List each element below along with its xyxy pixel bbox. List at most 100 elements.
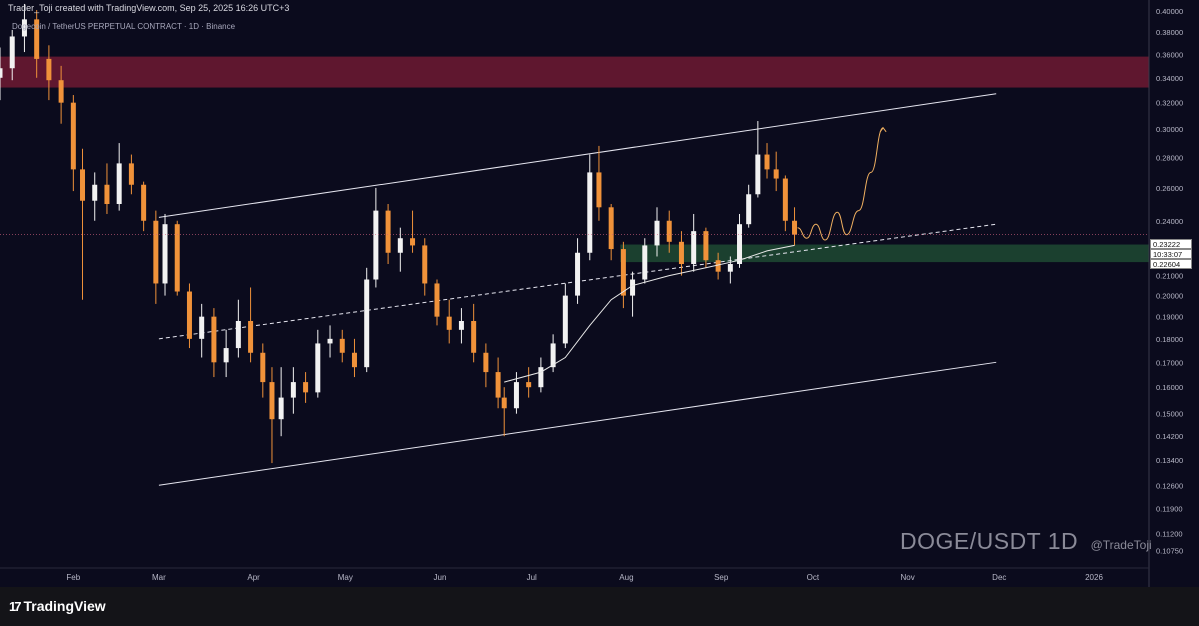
candle-body-12 [141, 184, 147, 221]
y-tick-label: 0.30000 [1156, 125, 1183, 134]
candle-body-67 [773, 169, 779, 179]
candle-body-25 [290, 382, 296, 398]
chart-watermark: DOGE/USDT 1D @TradeToji [900, 528, 1152, 555]
y-tick-label: 0.28000 [1156, 154, 1183, 163]
y-tick-label: 0.19000 [1156, 313, 1183, 322]
symbol-description[interactable]: Dogecoin / TetherUS PERPETUAL CONTRACT ·… [12, 22, 236, 31]
candle-body-42 [495, 372, 501, 398]
x-tick-label: 2026 [1085, 573, 1103, 582]
candle-body-2 [21, 19, 27, 37]
x-tick-label: Mar [152, 573, 166, 582]
candle-body-22 [260, 352, 266, 383]
candle-body-21 [248, 321, 254, 353]
current-price-label: 0.23222 [1150, 239, 1192, 249]
candle-body-1 [9, 36, 15, 69]
candle-body-59 [691, 231, 697, 265]
y-tick-label: 0.11900 [1156, 505, 1183, 514]
candle-body-41 [483, 352, 489, 373]
x-tick-label: Feb [66, 573, 80, 582]
y-tick-label: 0.14200 [1156, 432, 1183, 441]
candle-body-0 [0, 68, 3, 78]
x-tick-label: May [338, 573, 353, 582]
candle-body-5 [58, 80, 64, 103]
candle-body-31 [364, 279, 370, 368]
candle-body-30 [351, 352, 357, 368]
candle-body-10 [116, 163, 122, 205]
candle-body-7 [80, 169, 86, 201]
y-tick-label: 0.21000 [1156, 272, 1183, 281]
y-tick-label: 0.40000 [1156, 7, 1183, 16]
candle-body-6 [70, 102, 76, 170]
y-tick-label: 0.16000 [1156, 383, 1183, 392]
x-tick-label: Oct [807, 573, 820, 582]
candle-body-44 [513, 382, 519, 409]
x-tick-label: Nov [900, 573, 914, 582]
watermark-handle: @TradeToji [1090, 538, 1152, 552]
x-tick-label: Jun [434, 573, 447, 582]
candle-body-34 [397, 238, 403, 253]
candle-body-33 [385, 210, 391, 253]
author-credit: Trader_Toji created with TradingView.com… [8, 3, 290, 13]
candle-body-36 [422, 245, 428, 284]
candle-body-61 [715, 260, 721, 272]
footer-bar [0, 587, 1199, 626]
projection-arrow-head [879, 126, 887, 133]
y-tick-label: 0.36000 [1156, 50, 1183, 59]
candle-body-58 [678, 241, 684, 265]
candle-body-53 [620, 249, 626, 296]
candle-body-54 [630, 279, 636, 296]
y-tick-label: 0.20000 [1156, 292, 1183, 301]
candle-body-37 [434, 283, 440, 317]
candle-body-19 [223, 348, 229, 363]
candle-body-13 [153, 220, 159, 284]
candle-body-66 [764, 154, 770, 170]
y-tick-label: 0.34000 [1156, 74, 1183, 83]
moving-average-line [504, 244, 795, 383]
candle-body-56 [654, 220, 660, 246]
moving-average-value-label: 0.22604 [1150, 259, 1192, 269]
candle-body-50 [587, 172, 593, 253]
candle-body-47 [550, 343, 556, 368]
candle-body-62 [727, 264, 733, 272]
candle-body-8 [92, 184, 98, 201]
candle-body-9 [104, 184, 110, 205]
candle-body-16 [186, 291, 192, 339]
candle-body-60 [703, 231, 709, 261]
candle-body-38 [446, 316, 452, 330]
candle-body-26 [303, 382, 309, 393]
candle-body-27 [315, 343, 321, 393]
candle-body-63 [737, 224, 743, 265]
bar-countdown-label: 10:33:07 [1150, 249, 1192, 259]
y-tick-label: 0.15000 [1156, 410, 1183, 419]
y-tick-label: 0.32000 [1156, 99, 1183, 108]
channel-lower-line [158, 361, 997, 486]
candle-body-57 [666, 220, 672, 242]
candle-body-51 [596, 172, 602, 208]
candle-body-3 [34, 19, 40, 59]
y-tick-label: 0.17000 [1156, 358, 1183, 367]
tradingview-logo[interactable]: 17 TradingView [9, 598, 106, 614]
candle-body-20 [235, 321, 241, 349]
candle-body-55 [642, 245, 648, 280]
candle-body-69 [792, 220, 798, 235]
candle-body-43 [501, 397, 507, 409]
projection-path [797, 127, 884, 241]
candle-body-15 [174, 224, 180, 292]
chart-canvas[interactable]: 0.40000 0.38000 0.36000 0.34000 0.32000 0.300… [0, 0, 1199, 587]
candle-body-29 [339, 338, 345, 353]
y-tick-label: 0.24000 [1156, 217, 1183, 226]
candle-body-14 [162, 224, 168, 284]
candle-body-28 [327, 338, 333, 344]
tradingview-logo-icon: 17 [9, 598, 22, 614]
tradingview-logo-text: TradingView [23, 598, 106, 614]
x-tick-label: Aug [619, 573, 633, 582]
candle-body-11 [128, 163, 134, 185]
candle-body-17 [199, 316, 205, 339]
candle-body-46 [538, 367, 544, 388]
demand-zone [620, 244, 1149, 263]
candle-body-68 [782, 178, 788, 221]
candle-body-39 [458, 321, 464, 330]
candle-body-4 [46, 58, 52, 81]
y-tick-label: 0.26000 [1156, 184, 1183, 193]
